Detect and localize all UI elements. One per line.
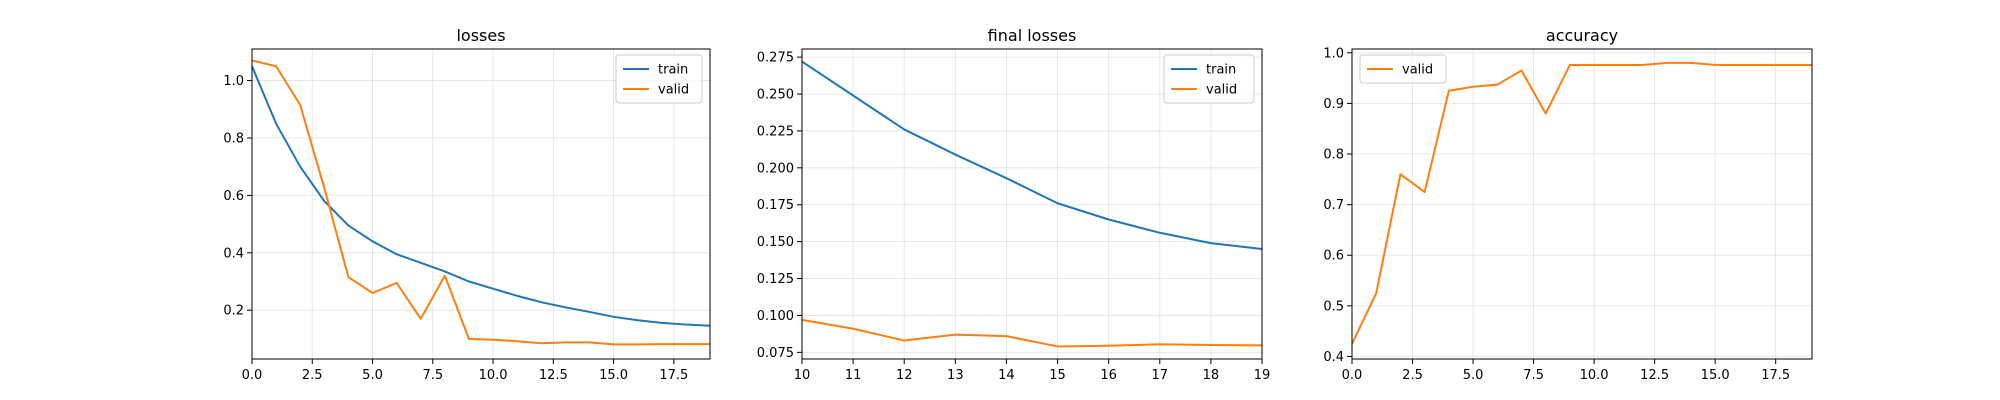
y-tick-label: 0.8 bbox=[223, 131, 244, 146]
x-tick-label: 12 bbox=[896, 368, 913, 383]
axes-frame bbox=[251, 48, 711, 360]
x-tick-label: 0.0 bbox=[242, 368, 263, 383]
chart-panel-2: 10 11 12 13 14 15 16 17 18 19 0.075 0.100 0.125 0.150… bbox=[757, 26, 1270, 383]
y-tick-label: 0.275 bbox=[757, 51, 794, 66]
y-tick-label: 1.0 bbox=[1323, 46, 1344, 61]
x-tick-label: 15 bbox=[1049, 368, 1066, 383]
y-tick-label: 0.200 bbox=[757, 161, 794, 176]
y-tick-label: 0.4 bbox=[223, 246, 244, 261]
axes-frame bbox=[801, 48, 1263, 360]
y-tick-label: 0.7 bbox=[1323, 198, 1344, 213]
x-tick-label: 19 bbox=[1254, 368, 1271, 383]
x-tick-label: 2.5 bbox=[302, 368, 323, 383]
x-tick-label: 5.0 bbox=[1463, 368, 1484, 383]
x-tick-label: 13 bbox=[947, 368, 964, 383]
x-tick-label: 0.0 bbox=[1342, 368, 1363, 383]
y-tick-label: 0.150 bbox=[757, 235, 794, 250]
series-line-valid bbox=[251, 59, 710, 346]
y-tick-label: 0.2 bbox=[223, 304, 244, 319]
x-tick-label: 10 bbox=[794, 368, 811, 383]
y-tick-label: 0.175 bbox=[757, 198, 794, 213]
y-tick-label: 0.9 bbox=[1323, 97, 1344, 112]
x-tick-label: 12.5 bbox=[539, 368, 568, 383]
chart-panel-1: 0.0 2.5 5.0 7.5 10.0 12.5 15.0 17.5 0.2 0.4 0.6 0.8… bbox=[223, 26, 711, 383]
x-tick-label: 18 bbox=[1203, 368, 1220, 383]
y-tick-label: 0.6 bbox=[1323, 249, 1344, 264]
y-tick-label: 0.075 bbox=[757, 346, 794, 361]
legend-label-train: train bbox=[1206, 63, 1236, 78]
legend: train valid bbox=[615, 54, 703, 104]
legend-label-valid: valid bbox=[658, 83, 689, 98]
legend-box bbox=[1359, 54, 1447, 84]
x-tick-label: 12.5 bbox=[1640, 368, 1669, 383]
y-tick-label: 0.250 bbox=[757, 88, 794, 103]
series-line-train bbox=[801, 60, 1263, 251]
x-tick-label: 7.5 bbox=[422, 368, 443, 383]
legend-label-valid: valid bbox=[1402, 63, 1433, 78]
y-tick-label: 0.125 bbox=[757, 272, 794, 287]
legend-box bbox=[1163, 54, 1255, 104]
x-tick-label: 17 bbox=[1152, 368, 1169, 383]
x-tick-label: 15.0 bbox=[599, 368, 628, 383]
legend-label-valid: valid bbox=[1206, 83, 1237, 98]
x-tick-label: 7.5 bbox=[1523, 368, 1544, 383]
x-tick-label: 10.0 bbox=[1580, 368, 1609, 383]
x-tick-label: 11 bbox=[845, 368, 862, 383]
axes-frame bbox=[1351, 48, 1813, 360]
y-tick-label: 0.100 bbox=[757, 309, 794, 324]
legend: train valid bbox=[1163, 54, 1255, 104]
y-tick-label: 1.0 bbox=[223, 74, 244, 89]
y-tick-label: 0.225 bbox=[757, 124, 794, 139]
x-tick-label: 15.0 bbox=[1701, 368, 1730, 383]
chart-title: losses bbox=[456, 26, 505, 45]
x-tick-label: 16 bbox=[1100, 368, 1117, 383]
chart-panel-3: 0.0 2.5 5.0 7.5 10.0 12.5 15.0 17.5 0.4 0.5 0.6 0.7… bbox=[1323, 26, 1813, 383]
series-line-valid bbox=[801, 318, 1263, 348]
x-tick-label: 5.0 bbox=[362, 368, 383, 383]
y-tick-label: 0.6 bbox=[223, 189, 244, 204]
series-line-valid bbox=[1351, 61, 1812, 345]
chart-title: accuracy bbox=[1546, 26, 1618, 45]
x-tick-label: 10.0 bbox=[479, 368, 508, 383]
legend-box bbox=[615, 54, 703, 104]
x-tick-label: 17.5 bbox=[659, 368, 688, 383]
x-tick-label: 14 bbox=[998, 368, 1015, 383]
legend: valid bbox=[1359, 54, 1447, 84]
y-tick-label: 0.5 bbox=[1323, 299, 1344, 314]
series-line-train bbox=[251, 65, 711, 327]
legend-label-train: train bbox=[658, 63, 688, 78]
x-tick-label: 17.5 bbox=[1761, 368, 1790, 383]
y-tick-label: 0.4 bbox=[1323, 350, 1344, 365]
chart-title: final losses bbox=[988, 26, 1077, 45]
x-tick-label: 2.5 bbox=[1402, 368, 1423, 383]
y-tick-label: 0.8 bbox=[1323, 148, 1344, 163]
